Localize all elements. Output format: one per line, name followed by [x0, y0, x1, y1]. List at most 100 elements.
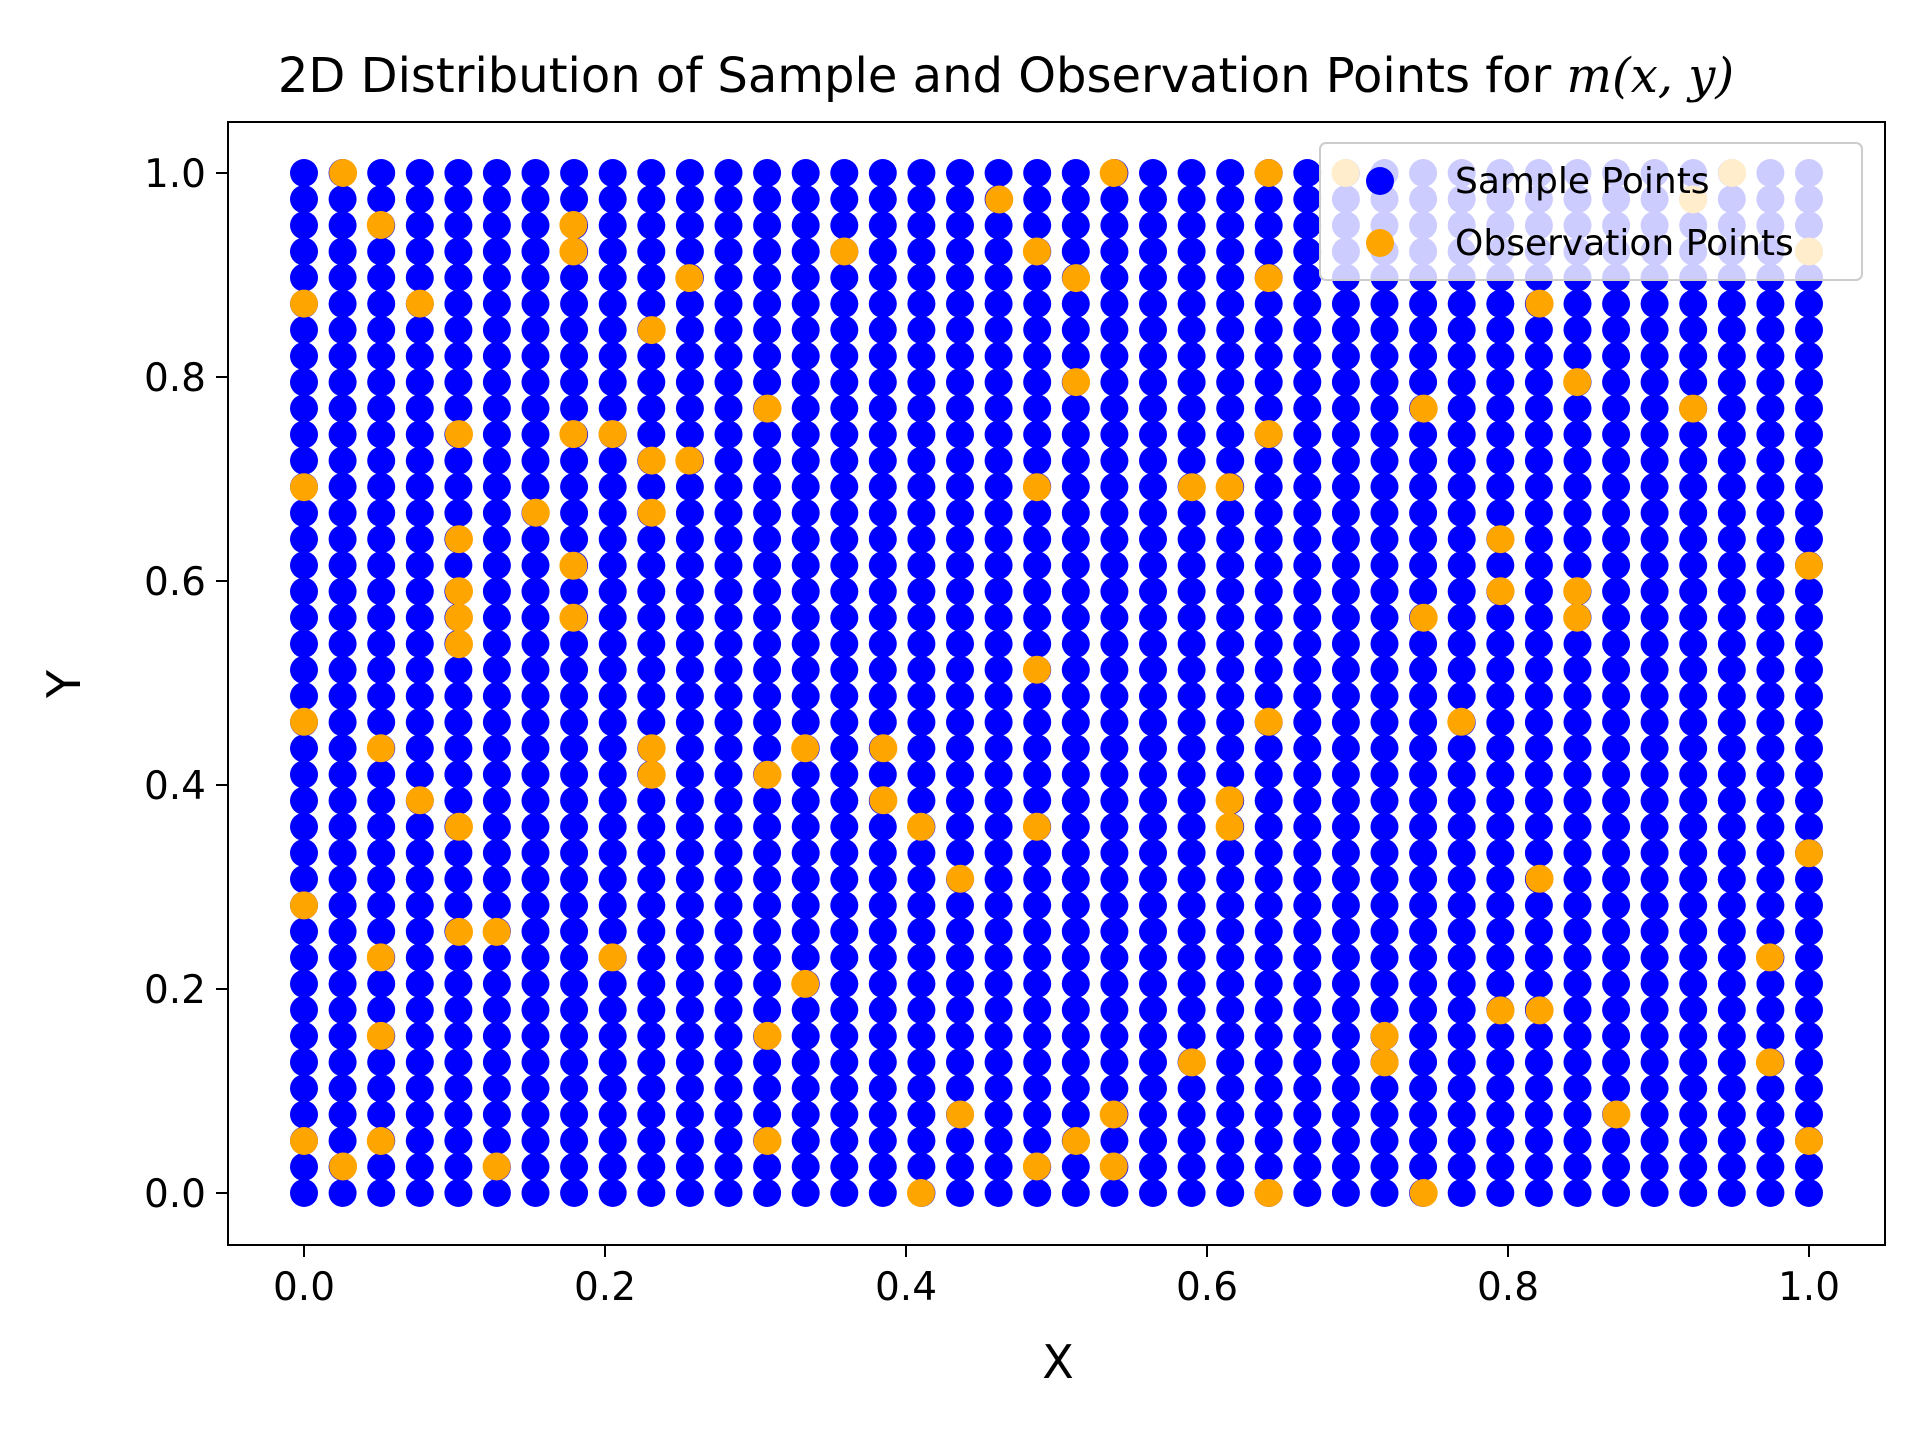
sample-point [946, 995, 974, 1024]
sample-point [714, 368, 743, 397]
sample-point [791, 577, 820, 606]
sample-point [1795, 917, 1823, 946]
sample-point [830, 1152, 859, 1181]
sample-point [1139, 315, 1167, 344]
sample-point [791, 342, 820, 371]
sample-point [1061, 682, 1090, 711]
x-tick-label: 1.0 [1778, 1265, 1840, 1310]
sample-point [1331, 1048, 1360, 1077]
sample-point [675, 551, 704, 580]
sample-point [1023, 289, 1052, 318]
sample-point [521, 995, 550, 1024]
sample-point [1293, 577, 1322, 606]
sample-point [1139, 394, 1167, 423]
sample-point [1486, 472, 1515, 501]
sample-point [1717, 917, 1746, 946]
sample-point [714, 315, 743, 344]
sample-point [1602, 629, 1631, 658]
sample-point [328, 629, 357, 658]
sample-point [714, 1074, 743, 1103]
sample-point [1563, 551, 1592, 580]
sample-point [367, 342, 396, 371]
sample-point [907, 917, 936, 946]
sample-point [444, 969, 473, 998]
sample-point [1563, 525, 1592, 554]
sample-point [830, 263, 859, 292]
sample-point [1331, 603, 1360, 632]
sample-point [1216, 734, 1245, 763]
sample-point [830, 865, 859, 894]
sample-point [1293, 211, 1322, 240]
sample-point [714, 629, 743, 658]
sample-point [560, 708, 589, 737]
sample-point [1061, 394, 1090, 423]
sample-point [1254, 839, 1283, 867]
sample-point [1216, 577, 1245, 606]
sample-point [328, 315, 357, 344]
sample-point [1331, 1100, 1360, 1129]
sample-point [1216, 708, 1245, 737]
sample-point [560, 315, 589, 344]
sample-point [328, 603, 357, 632]
sample-point [1254, 734, 1283, 763]
sample-point [1524, 446, 1553, 475]
sample-point [675, 708, 704, 737]
sample-point [560, 525, 589, 554]
sample-point [598, 708, 627, 737]
sample-point [521, 708, 550, 737]
sample-point [791, 1074, 820, 1103]
sample-point [290, 969, 318, 998]
sample-point [1370, 865, 1399, 894]
sample-point [1640, 839, 1669, 867]
sample-points-layer [290, 159, 1823, 1207]
sample-point [1717, 1179, 1746, 1207]
observation-point [753, 1021, 782, 1050]
sample-point [714, 1152, 743, 1181]
sample-point [1447, 603, 1476, 632]
sample-point [1293, 839, 1322, 867]
sample-point [1216, 995, 1245, 1024]
sample-point [405, 969, 434, 998]
sample-point [1177, 865, 1206, 894]
sample-point [791, 995, 820, 1024]
sample-point [1139, 969, 1167, 998]
sample-point [1254, 472, 1283, 501]
sample-point [907, 865, 936, 894]
sample-point [753, 159, 782, 187]
sample-point [367, 420, 396, 449]
sample-point [984, 368, 1013, 397]
sample-point [1640, 995, 1669, 1024]
sample-point [830, 525, 859, 554]
sample-point [1177, 995, 1206, 1024]
observation-point [1409, 603, 1438, 632]
sample-point [907, 525, 936, 554]
sample-point [675, 682, 704, 711]
observation-point [1022, 473, 1051, 502]
sample-point [1524, 1048, 1553, 1077]
sample-point [675, 1152, 704, 1181]
sample-point [598, 1100, 627, 1129]
sample-point [1216, 315, 1245, 344]
sample-point [1524, 943, 1553, 972]
sample-point [830, 315, 859, 344]
sample-point [946, 237, 974, 266]
sample-point [1331, 472, 1360, 501]
sample-point [1524, 708, 1553, 737]
sample-point [1293, 394, 1322, 423]
y-axis-ticks: 0.00.20.40.60.81.0 [144, 152, 228, 1217]
sample-point [1717, 525, 1746, 554]
sample-point [482, 185, 511, 214]
sample-point [560, 289, 589, 318]
sample-point [1061, 891, 1090, 920]
sample-point [1795, 1022, 1823, 1051]
observation-point [675, 264, 704, 293]
sample-point [1100, 446, 1129, 475]
sample-point [714, 786, 743, 815]
sample-point [1100, 943, 1129, 972]
sample-point [1602, 917, 1631, 946]
sample-point [984, 629, 1013, 658]
sample-point [1717, 812, 1746, 841]
sample-point [1100, 394, 1129, 423]
sample-point [1447, 1100, 1476, 1129]
sample-point [1524, 368, 1553, 397]
